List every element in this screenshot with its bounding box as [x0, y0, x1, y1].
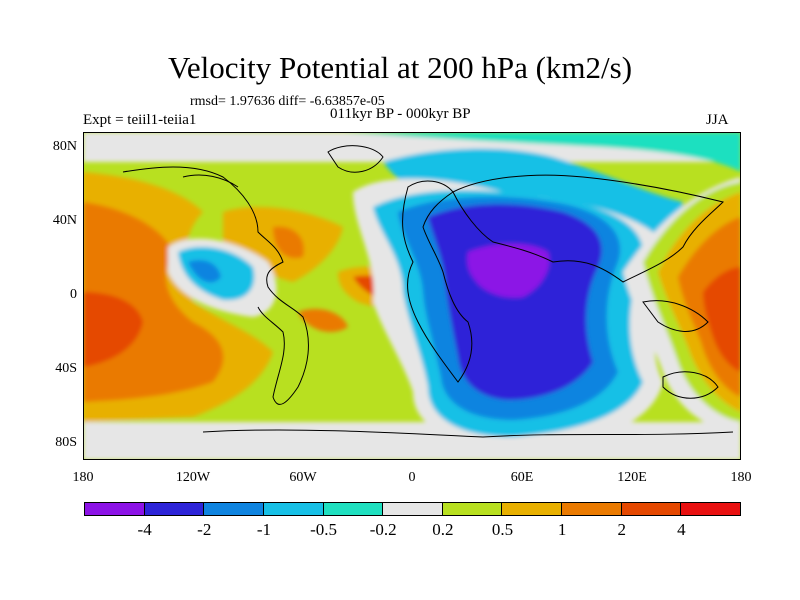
colorbar-box	[441, 502, 503, 516]
colorbar-label: -2	[197, 520, 212, 539]
stats-text: rmsd= 1.97636 diff= -6.63857e-05	[190, 94, 385, 109]
lat-label-40n: 40N	[52, 213, 77, 228]
colorbar	[84, 502, 742, 516]
lon-label-60e: 60E	[510, 470, 534, 485]
lon-label-180e: 180	[730, 470, 752, 485]
colorbar-label: -0.2	[369, 520, 397, 539]
colorbar-box	[561, 502, 622, 516]
lon-label-0: 0	[408, 470, 416, 485]
lon-label-60w: 60W	[289, 470, 317, 485]
colorbar-label: 2	[617, 520, 626, 539]
colorbar-label: -0.5	[310, 520, 337, 539]
colorbar-box	[143, 502, 205, 516]
experiment-label: Expt = teiil1-teiia1	[83, 112, 197, 128]
colorbar-label: -4	[137, 520, 152, 539]
lat-label-40s: 40S	[55, 361, 77, 376]
colorbar-label: 1	[557, 520, 567, 539]
lon-label-120e: 120E	[617, 470, 647, 485]
colorbar-box	[84, 502, 145, 516]
colorbar-box	[620, 502, 682, 516]
colorbar-box	[262, 502, 324, 516]
colorbar-box	[322, 502, 384, 516]
lon-label-180w: 180	[72, 470, 94, 485]
contour-map-svg	[83, 132, 741, 460]
period-label: 011kyr BP - 000kyr BP	[330, 106, 471, 122]
colorbar-label: 4	[677, 520, 686, 539]
lat-label-80s: 80S	[55, 435, 77, 450]
lat-label-80n: 80N	[52, 139, 77, 154]
lat-label-0: 0	[70, 287, 77, 302]
velocity-potential-map	[83, 132, 741, 460]
lon-label-120w: 120W	[175, 470, 211, 485]
colorbar-box	[501, 502, 563, 516]
colorbar-box	[203, 502, 264, 516]
colorbar-box	[680, 502, 742, 516]
season-label: JJA	[706, 112, 729, 128]
colorbar-box	[382, 502, 443, 516]
colorbar-label: -1	[256, 520, 271, 539]
plot-title: Velocity Potential at 200 hPa (km2/s)	[167, 50, 633, 85]
colorbar-label: 0.5	[491, 520, 514, 539]
colorbar-label: 0.2	[432, 520, 454, 539]
